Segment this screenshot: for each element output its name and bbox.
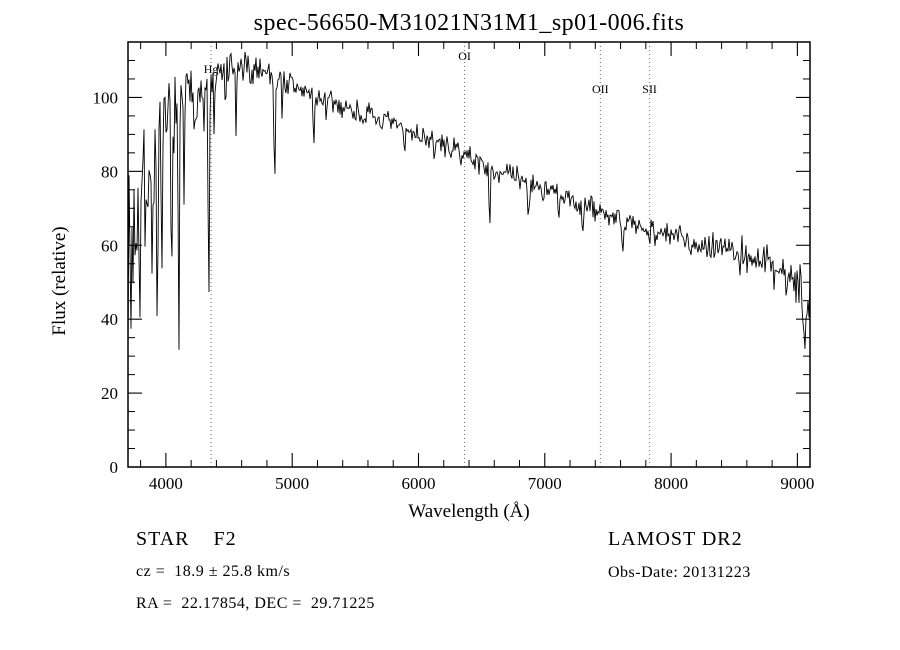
survey-release-label: LAMOST DR2 bbox=[608, 528, 743, 550]
svg-text:60: 60 bbox=[101, 236, 118, 255]
svg-text:7000: 7000 bbox=[528, 474, 562, 493]
ra-dec-value: RA = 22.17854, DEC = 29.71225 bbox=[136, 595, 375, 612]
svg-text:6000: 6000 bbox=[401, 474, 435, 493]
x-axis-label: Wavelength (Å) bbox=[408, 501, 530, 522]
svg-text:4000: 4000 bbox=[149, 474, 183, 493]
cz-velocity-value: cz = 18.9 ± 25.8 km/s bbox=[136, 563, 291, 580]
svg-text:20: 20 bbox=[101, 384, 118, 403]
svg-text:5000: 5000 bbox=[275, 474, 309, 493]
svg-text:SII: SII bbox=[642, 82, 657, 96]
svg-text:0: 0 bbox=[110, 458, 119, 477]
svg-text:8000: 8000 bbox=[654, 474, 688, 493]
svg-text:OII: OII bbox=[592, 82, 609, 96]
svg-text:9000: 9000 bbox=[780, 474, 814, 493]
obs-date-value: Obs-Date: 20131223 bbox=[608, 564, 751, 581]
svg-text:100: 100 bbox=[93, 88, 119, 107]
object-class-label: STAR F2 bbox=[136, 528, 237, 550]
plot-title: spec-56650-M31021N31M1_sp01-006.fits bbox=[253, 10, 685, 36]
svg-text:40: 40 bbox=[101, 310, 118, 329]
svg-text:80: 80 bbox=[101, 162, 118, 181]
svg-text:OI: OI bbox=[458, 49, 471, 63]
svg-text:Hg: Hg bbox=[204, 62, 219, 76]
